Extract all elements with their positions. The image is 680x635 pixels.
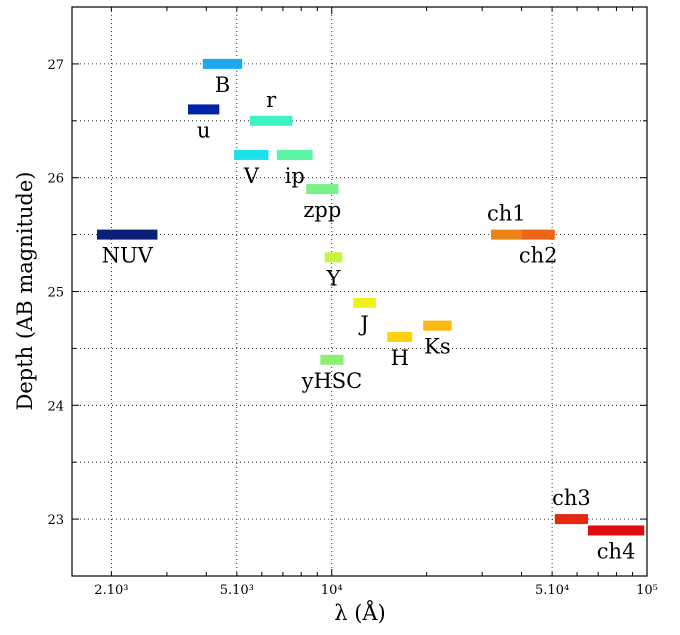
band-bar-r	[249, 115, 293, 126]
band-label-ch4: ch4	[597, 539, 636, 563]
x-tick-label: 10⁴	[321, 583, 343, 598]
band-bar-y	[324, 252, 343, 263]
band-bar-ch4	[588, 525, 645, 536]
band-label-ks: Ks	[424, 335, 450, 359]
band-bar-ip	[276, 149, 313, 160]
band-bar-j	[353, 297, 376, 308]
x-axis-label: λ (Å)	[334, 600, 386, 625]
band-bar-ch1	[490, 229, 522, 240]
band-label-ip: ip	[285, 164, 305, 188]
y-axis-label: Depth (AB magnitude)	[13, 172, 37, 411]
band-bar-yhsc	[320, 354, 344, 365]
band-bar-nuv	[96, 229, 158, 240]
band-bar-b	[202, 58, 243, 69]
band-label-ch1: ch1	[487, 202, 526, 226]
band-label-v: V	[243, 164, 260, 188]
band-bar-u	[188, 104, 220, 115]
y-tick-label: 23	[47, 513, 64, 528]
x-tick-label: 2.10³	[94, 583, 128, 598]
band-label-y: Y	[326, 266, 342, 290]
band-label-u: u	[197, 118, 211, 142]
band-bar-zpp	[306, 184, 339, 195]
x-tick-label: 5.10³	[220, 583, 254, 598]
band-label-r: r	[266, 88, 277, 112]
band-bar-h	[387, 332, 413, 343]
band-bar-ks	[423, 320, 452, 331]
band-label-h: H	[391, 346, 409, 370]
band-label-nuv: NUV	[102, 244, 154, 268]
x-tick-label: 10⁵	[636, 583, 658, 598]
plot-frame	[71, 6, 648, 577]
band-label-ch3: ch3	[552, 486, 591, 510]
band-label-b: B	[215, 73, 230, 97]
band-bar-ch2	[521, 229, 555, 240]
band-label-ch2: ch2	[519, 244, 558, 268]
ticks: 23 24 25 26 27 2.10³ 5.10³ 10⁴ 5.10⁴ 10⁵	[47, 7, 658, 598]
x-tick-label: 5.10⁴	[535, 583, 569, 598]
y-tick-label: 27	[47, 58, 64, 73]
band-bar-v	[234, 149, 269, 160]
band-label-zpp: zpp	[303, 198, 341, 222]
y-tick-label: 26	[47, 172, 64, 187]
band-label-yhsc: yHSC	[301, 369, 363, 393]
band-bar-ch3	[554, 514, 589, 525]
y-tick-label: 24	[47, 399, 64, 414]
y-tick-label: 25	[47, 286, 64, 301]
band-label-j: J	[358, 312, 368, 336]
